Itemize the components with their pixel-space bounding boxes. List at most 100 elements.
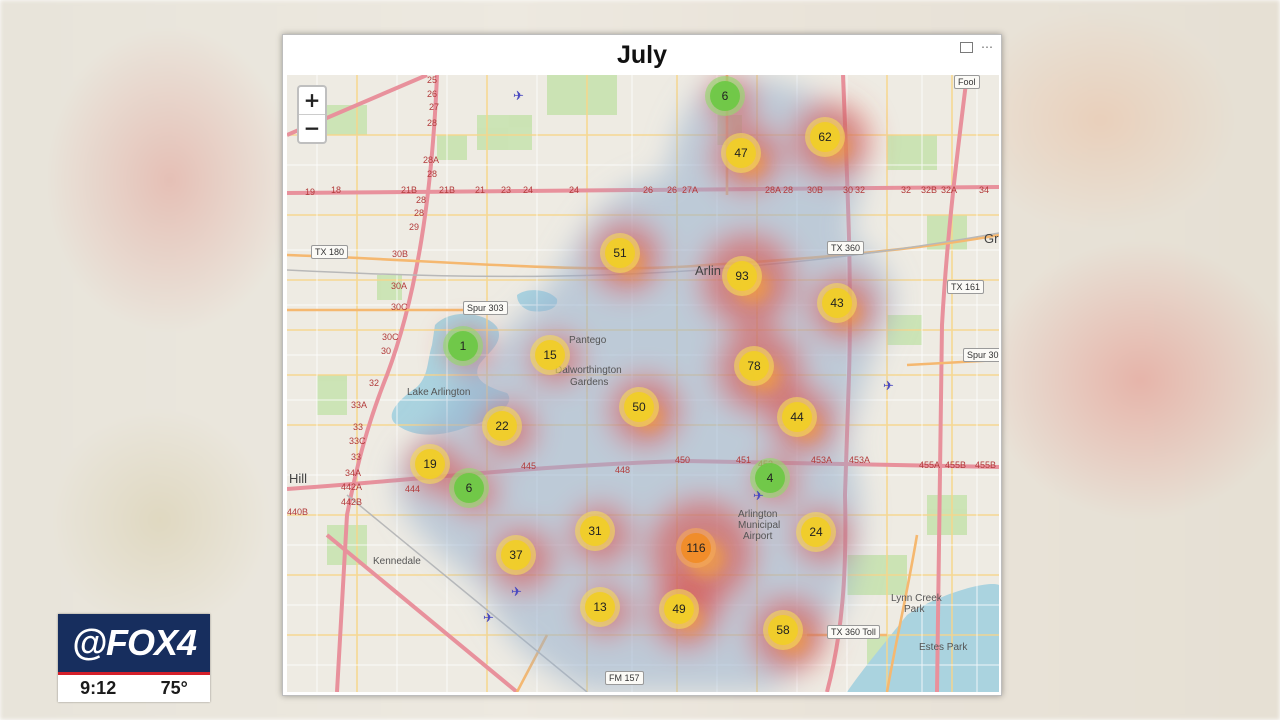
exit-number: 34A xyxy=(345,468,362,478)
cluster-marker[interactable]: 49 xyxy=(659,589,699,629)
place-label: Airport xyxy=(743,531,773,542)
cluster-marker[interactable]: 62 xyxy=(805,117,845,157)
place-label: Arlin xyxy=(695,263,722,278)
exit-number: 33 xyxy=(351,452,362,462)
map-visual-panel: July ⋯ xyxy=(282,34,1002,696)
panel-title: July xyxy=(616,41,668,69)
cluster-marker[interactable]: 58 xyxy=(763,610,803,650)
expand-icon[interactable] xyxy=(960,41,973,53)
cluster-count: 6 xyxy=(710,81,740,111)
exit-number: 21B xyxy=(439,185,456,195)
exit-number: 34 xyxy=(979,185,990,195)
cluster-marker[interactable]: 24 xyxy=(796,512,836,552)
exit-number: 21B xyxy=(401,185,418,195)
exit-number: 28 xyxy=(427,118,438,128)
highway-shield: Spur 30 xyxy=(963,348,999,362)
cluster-marker[interactable]: 37 xyxy=(496,535,536,575)
cluster-marker[interactable]: 47 xyxy=(721,133,761,173)
fox4-logo-text: @FOX4 xyxy=(71,622,197,663)
exit-number: 30B xyxy=(392,249,409,259)
place-label: Lake Arlington xyxy=(407,387,471,398)
exit-number: 33A xyxy=(351,400,368,410)
exit-number: 32A xyxy=(941,185,958,195)
place-label: Arlington xyxy=(738,509,778,520)
highway-shield: TX 360 Toll xyxy=(827,625,880,639)
cluster-marker[interactable]: 116 xyxy=(676,528,716,568)
cluster-count: 78 xyxy=(739,351,769,381)
highway-shield: FM 157 xyxy=(605,671,644,685)
exit-number: 455B xyxy=(975,460,997,470)
cluster-count: 58 xyxy=(768,615,798,645)
cluster-marker[interactable]: 22 xyxy=(482,406,522,446)
zoom-in-button[interactable]: + xyxy=(303,88,321,112)
zoom-out-button[interactable]: − xyxy=(299,114,325,142)
exit-number: 28 xyxy=(416,195,427,205)
cluster-count: 4 xyxy=(755,463,785,493)
cluster-marker[interactable]: 4 xyxy=(750,458,790,498)
exit-number: 453A xyxy=(811,455,833,465)
exit-number: 26 xyxy=(667,185,678,195)
exit-number: 453A xyxy=(849,455,871,465)
exit-number: 32 xyxy=(369,378,380,388)
place-label: Park xyxy=(904,604,925,615)
exit-number: 28 xyxy=(414,208,425,218)
cluster-marker[interactable]: 93 xyxy=(722,256,762,296)
more-options-icon[interactable]: ⋯ xyxy=(981,40,993,54)
cluster-count: 47 xyxy=(726,138,756,168)
cluster-marker[interactable]: 15 xyxy=(530,335,570,375)
exit-number: 448 xyxy=(615,465,631,475)
cluster-marker[interactable]: 51 xyxy=(600,233,640,273)
exit-number: 32B xyxy=(921,185,938,195)
highway-shield: Spur 303 xyxy=(463,301,508,315)
place-label: Estes Park xyxy=(919,642,968,653)
place-label: Gr xyxy=(984,231,999,246)
exit-number: 30 xyxy=(843,185,854,195)
exit-number: 32 xyxy=(901,185,912,195)
exit-number: 445 xyxy=(521,461,537,471)
cluster-marker[interactable]: 44 xyxy=(777,397,817,437)
exit-number: 29 xyxy=(409,222,420,232)
exit-number: 32 xyxy=(855,185,866,195)
cluster-count: 50 xyxy=(624,392,654,422)
heatmap-map[interactable]: Arlin Pantego Dalworthington Gardens Lake Ar… xyxy=(287,75,999,692)
exit-number: 30 xyxy=(381,346,392,356)
cluster-marker[interactable]: 1 xyxy=(443,326,483,366)
place-label: Kennedale xyxy=(373,556,421,567)
fox4-logo: @FOX4 xyxy=(58,614,210,672)
airport-icon: ✈ xyxy=(513,89,524,104)
station-bug: @FOX4 9:12 75° xyxy=(58,614,210,702)
cluster-marker[interactable]: 19 xyxy=(410,444,450,484)
exit-number: 30C xyxy=(382,332,399,342)
cluster-count: 49 xyxy=(664,594,694,624)
exit-number: 28 xyxy=(783,185,794,195)
cluster-count: 19 xyxy=(415,449,445,479)
highway-shield: TX 180 xyxy=(311,245,349,259)
panel-header-icons: ⋯ xyxy=(960,41,995,53)
exit-number: 25 xyxy=(427,75,438,85)
cluster-marker[interactable]: 31 xyxy=(575,511,615,551)
exit-number: 26 xyxy=(427,89,438,99)
cluster-count: 15 xyxy=(535,340,565,370)
cluster-marker[interactable]: 13 xyxy=(580,587,620,627)
exit-number: 28 xyxy=(427,169,438,179)
exit-number: 28A xyxy=(423,155,440,165)
cluster-count: 116 xyxy=(681,533,711,563)
exit-number: 30B xyxy=(807,185,824,195)
airport-icon: ✈ xyxy=(483,611,494,626)
highway-shield: Fool xyxy=(954,75,980,89)
cluster-count: 51 xyxy=(605,238,635,268)
place-label: Hill xyxy=(289,471,308,486)
cluster-marker[interactable]: 78 xyxy=(734,346,774,386)
cluster-count: 6 xyxy=(454,473,484,503)
cluster-marker[interactable]: 6 xyxy=(449,468,489,508)
place-label: Lynn Creek xyxy=(891,593,942,604)
exit-number: 33 xyxy=(353,422,364,432)
cluster-count: 22 xyxy=(487,411,517,441)
highway-shield: TX 161 xyxy=(947,280,985,294)
exit-number: 30C xyxy=(391,302,408,312)
cluster-marker[interactable]: 6 xyxy=(705,76,745,116)
exit-number: 24 xyxy=(569,185,580,195)
cluster-marker[interactable]: 43 xyxy=(817,283,857,323)
cluster-marker[interactable]: 50 xyxy=(619,387,659,427)
temperature: 75° xyxy=(160,678,188,698)
